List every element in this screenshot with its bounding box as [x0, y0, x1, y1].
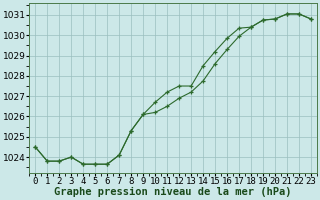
X-axis label: Graphe pression niveau de la mer (hPa): Graphe pression niveau de la mer (hPa) [54, 187, 292, 197]
